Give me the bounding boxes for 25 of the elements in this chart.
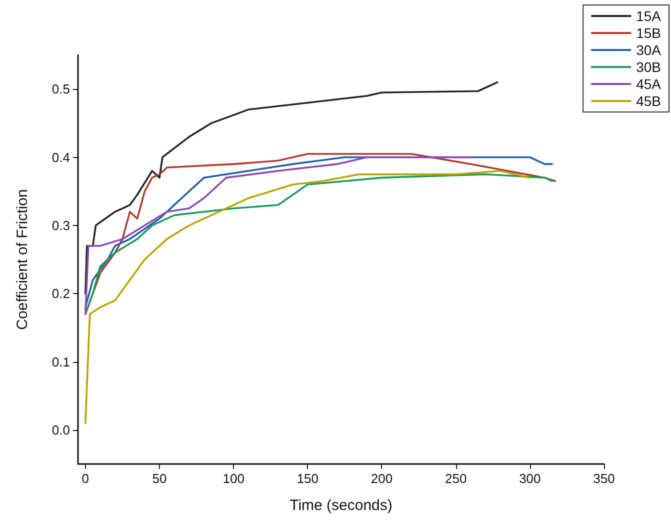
x-tick-label: 200 <box>370 471 393 486</box>
y-tick-label: 0.4 <box>52 150 70 165</box>
line-series <box>84 156 472 315</box>
x-tick-label: 50 <box>152 471 167 486</box>
x-tick-label: 300 <box>519 471 541 486</box>
legend-label: 30B <box>636 59 662 75</box>
x-axis-title: Time (seconds) <box>290 497 392 514</box>
x-tick-label: 0 <box>82 471 90 486</box>
legend-label: 30A <box>636 42 662 58</box>
y-tick-label: 0.1 <box>52 354 70 370</box>
y-axis-title: Coefficient of Friction <box>14 189 31 330</box>
y-tick-label: 0.5 <box>52 82 70 97</box>
x-tick-label: 100 <box>222 471 244 486</box>
legend-label: 45A <box>636 76 662 92</box>
line-series <box>84 170 531 424</box>
x-tick-label: 350 <box>593 471 615 486</box>
x-tick-label: 150 <box>296 471 319 486</box>
y-tick-label: 0.0 <box>52 422 70 438</box>
legend-label: 15B <box>636 25 662 41</box>
legend-label: 45B <box>636 93 662 109</box>
x-tick-label: 250 <box>444 471 467 486</box>
y-tick-label: 0.3 <box>52 218 70 233</box>
y-tick-label: 0.2 <box>52 286 70 302</box>
legend-label: 15A <box>636 8 662 24</box>
line-series <box>84 81 498 294</box>
